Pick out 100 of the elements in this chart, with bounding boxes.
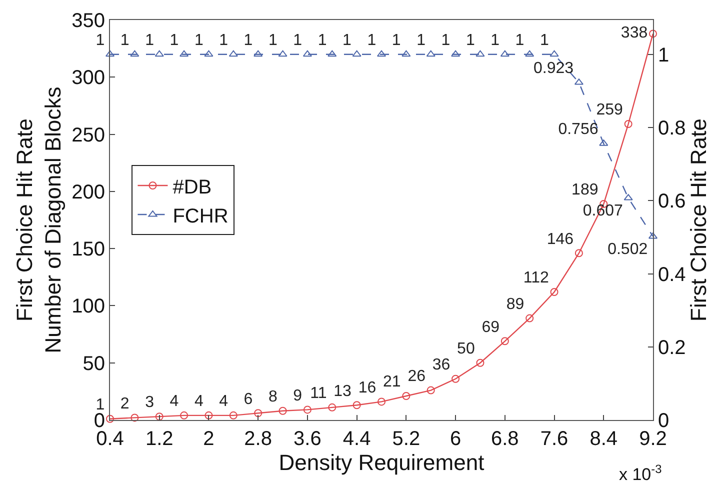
point [155, 412, 164, 421]
data-label: 146 [546, 230, 574, 248]
text: x 10$^{-3}$ [619, 462, 662, 482]
x-tick-label: 1.2 [145, 428, 174, 450]
x-axis-title: Density Requirement [278, 450, 484, 475]
point [376, 50, 386, 57]
data-label: 1 [367, 32, 376, 49]
point [154, 50, 164, 57]
point [574, 249, 583, 258]
data-label: 4 [194, 393, 204, 410]
data-label: 1 [416, 32, 426, 49]
data-label: 3 [145, 394, 154, 412]
data-label: 1 [318, 32, 327, 49]
data-label: 1 [96, 32, 105, 49]
point [204, 411, 213, 420]
point [402, 392, 410, 400]
point [302, 50, 312, 57]
data-label: 1 [342, 32, 352, 49]
point [228, 50, 238, 57]
legend-label: FCHR [172, 205, 228, 228]
data-label: 11 [310, 385, 327, 402]
data-label: 1 [392, 32, 401, 49]
point [452, 374, 460, 383]
y-axis-title: First Choice Hit Rate Number of Diagonal Blocks [12, 86, 66, 354]
point [229, 411, 238, 420]
point [500, 50, 510, 57]
data-label: 1 [441, 32, 450, 49]
data-label: 1 [293, 32, 302, 49]
data-label: 36 [432, 356, 450, 374]
point [649, 30, 657, 38]
data-label: 0.502 [608, 240, 648, 258]
data-label: 1 [170, 32, 179, 49]
data-label: 1 [490, 32, 500, 49]
y-tick-label: 350 [72, 10, 105, 32]
data-label: 1 [120, 32, 130, 49]
data-label: 1 [268, 32, 278, 49]
y-tick-label: 100 [72, 296, 105, 318]
y-tick-label: 150 [72, 238, 105, 261]
x-tick-label: 5.2 [392, 428, 420, 450]
point [352, 50, 362, 57]
point [328, 403, 336, 412]
data-label: 1 [515, 32, 524, 49]
data-label: 1 [540, 32, 549, 49]
y-tick-label: 250 [72, 124, 105, 146]
data-label: 259 [596, 102, 624, 119]
y-tick-label: 50 [82, 352, 105, 375]
point [278, 406, 287, 415]
x-tick-label: 8.4 [590, 428, 618, 450]
y2-axis-title: First Choice Hit Rate [686, 118, 711, 322]
data-label: 1 [466, 32, 475, 49]
data-label: 189 [572, 182, 598, 199]
data-label: 16 [358, 379, 376, 396]
y-tick-label: 300 [72, 67, 105, 90]
y2-tick-label: 1 [658, 44, 670, 66]
x-tick-label: 4.4 [342, 428, 371, 450]
point [204, 50, 214, 57]
y2-tick-label: 0.8 [658, 118, 686, 140]
data-label: 50 [457, 340, 475, 358]
point [303, 406, 312, 414]
data-label: 13 [334, 382, 352, 400]
point [378, 398, 386, 406]
data-label: 0.756 [558, 121, 598, 138]
x-tick-label: 7.6 [540, 428, 568, 450]
point [476, 358, 484, 367]
point [476, 50, 485, 57]
point [451, 50, 460, 57]
data-label: 4 [170, 393, 179, 410]
point [106, 414, 114, 423]
point [426, 386, 435, 394]
point [526, 314, 534, 322]
data-label: 8 [268, 388, 278, 406]
y2-tick-label: 0.6 [658, 190, 686, 213]
data-label: 0.923 [534, 60, 574, 78]
x-tick-label: 3.6 [294, 428, 322, 450]
point [254, 50, 263, 57]
data-label: 112 [523, 270, 549, 287]
x-tick-label: 6.8 [491, 428, 519, 450]
data-label: 338 [620, 24, 648, 42]
point [500, 337, 509, 346]
data-label: 4 [219, 393, 228, 410]
data-label: 69 [482, 318, 500, 336]
point [130, 50, 140, 57]
data-label: 26 [408, 368, 426, 385]
point [328, 50, 337, 57]
point [550, 288, 558, 296]
y2-tick-label: 0.2 [658, 336, 686, 359]
y2-tick-label: 0.4 [658, 264, 686, 286]
point [105, 50, 115, 57]
data-label: 1 [145, 32, 154, 49]
point [352, 401, 361, 410]
point [254, 409, 262, 418]
data-label: 9 [293, 387, 302, 404]
x-tick-label: 2.8 [244, 428, 272, 450]
data-label: 6 [244, 390, 253, 408]
data-label: 2 [120, 395, 130, 412]
x-tick-label: 2 [203, 428, 214, 450]
point [550, 50, 559, 57]
point [180, 50, 189, 57]
data-label: 1 [244, 32, 253, 49]
data-label: 89 [506, 296, 524, 313]
